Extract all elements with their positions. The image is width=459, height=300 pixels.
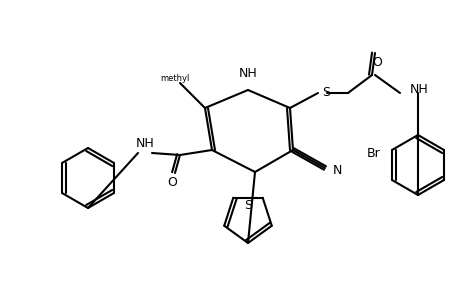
Text: methyl: methyl — [160, 74, 189, 82]
Text: S: S — [321, 85, 329, 98]
Text: NH: NH — [409, 82, 428, 95]
Text: Br: Br — [366, 146, 380, 160]
Text: N: N — [332, 164, 341, 176]
Text: NH: NH — [238, 67, 257, 80]
Text: S: S — [243, 199, 252, 212]
Text: NH: NH — [135, 136, 154, 149]
Text: O: O — [167, 176, 177, 190]
Text: O: O — [371, 56, 381, 68]
